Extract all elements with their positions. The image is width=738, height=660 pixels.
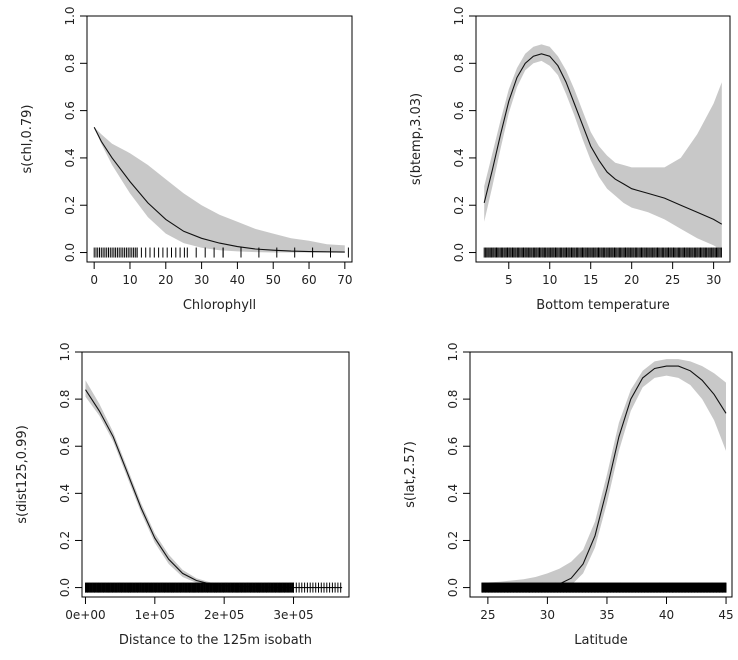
chart-panel-4: 25 30 35 40 45 0.0 0.2 0.4 0.6 0.8 1.0 Latitude s(la…	[403, 342, 734, 648]
x-tick-label: 30	[540, 608, 555, 622]
plot-frame	[86, 15, 353, 263]
y-axis-label: s(lat,2.57)	[403, 441, 418, 508]
y-tick-label: 0.2	[58, 531, 72, 550]
plot-frame	[475, 15, 731, 263]
chart-panel-3: 0e+00 1e+05 2e+05 3e+05 0.0 0.2 0.4 0.6 0.8 1.0 Di…	[15, 342, 350, 648]
x-tick-label: 5	[505, 273, 513, 287]
y-axis-label: s(dist125,0.99)	[15, 425, 30, 524]
smooth-line	[481, 365, 727, 589]
x-tick-label: 30	[194, 273, 209, 287]
confidence-band	[85, 380, 343, 588]
rug	[93, 247, 349, 258]
x-tick-label: 40	[659, 608, 674, 622]
y-tick-label: 0.2	[446, 531, 460, 550]
y-tick-label: 0.0	[446, 578, 460, 597]
y-tick-label: 0.0	[58, 578, 72, 597]
y-tick-label: 0.8	[63, 54, 77, 73]
x-tick-label: 10	[122, 273, 137, 287]
y-tick-label: 1.0	[58, 342, 72, 361]
x-tick-label: 25	[480, 608, 495, 622]
x-tick-label: 70	[337, 273, 352, 287]
x-tick-label: 35	[599, 608, 614, 622]
y-tick-label: 0.4	[446, 484, 460, 503]
x-tick-label: 10	[542, 273, 557, 287]
x-tick-label: 2e+05	[204, 608, 244, 622]
x-tick-label: 45	[718, 608, 733, 622]
x-tick-label: 50	[266, 273, 281, 287]
rug	[85, 582, 342, 593]
y-tick-label: 0.8	[446, 390, 460, 409]
x-tick-label: 0	[90, 273, 98, 287]
smooth-line	[483, 53, 723, 225]
x-tick-label: 20	[158, 273, 173, 287]
y-tick-label: 0.4	[58, 484, 72, 503]
x-tick-label: 20	[624, 273, 639, 287]
y-axis-label: s(btemp,3.03)	[409, 93, 424, 185]
rug	[481, 582, 727, 593]
plot-frame	[81, 351, 350, 598]
y-tick-label: 0.2	[452, 196, 466, 215]
x-tick-label: 40	[230, 273, 245, 287]
x-tick-label: 15	[583, 273, 598, 287]
y-tick-label: 0.4	[452, 148, 466, 167]
confidence-band	[481, 359, 726, 588]
y-tick-label: 0.6	[452, 101, 466, 120]
y-tick-label: 0.8	[58, 390, 72, 409]
x-tick-label: 0e+00	[65, 608, 105, 622]
y-tick-label: 0.2	[63, 196, 77, 215]
y-axis-label: s(chl,0.79)	[20, 105, 35, 174]
chart-panel-1: 0 10 20 30 40 50 60 70 0.0 0.2 0.4 0.6 0.8 1.0 Chlorop…	[20, 6, 353, 313]
x-tick-label: 25	[665, 273, 680, 287]
rug	[483, 247, 722, 258]
y-tick-label: 0.0	[63, 243, 77, 262]
chart-panel-2: 5 10 15 20 25 30 0.0 0.2 0.4 0.6 0.8 1.0 Bottom temp…	[409, 6, 731, 313]
y-tick-label: 0.6	[63, 101, 77, 120]
x-axis-label: Distance to the 125m isobath	[119, 633, 312, 648]
confidence-band	[484, 44, 722, 251]
x-tick-label: 30	[706, 273, 721, 287]
x-axis-label: Chlorophyll	[183, 298, 256, 313]
x-axis-label: Latitude	[574, 633, 628, 648]
x-tick-label: 3e+05	[273, 608, 313, 622]
x-tick-label: 1e+05	[135, 608, 175, 622]
y-tick-label: 0.0	[452, 243, 466, 262]
y-tick-label: 1.0	[446, 342, 460, 361]
smooth-line	[85, 389, 343, 589]
x-tick-label: 60	[301, 273, 316, 287]
x-axis-label: Bottom temperature	[536, 298, 670, 313]
y-tick-label: 1.0	[452, 6, 466, 25]
y-tick-label: 0.6	[58, 437, 72, 456]
plot-frame	[469, 351, 733, 598]
y-tick-label: 0.6	[446, 437, 460, 456]
y-tick-label: 1.0	[63, 6, 77, 25]
y-tick-label: 0.8	[452, 54, 466, 73]
confidence-band	[94, 127, 345, 253]
smooth-line	[93, 126, 345, 253]
y-tick-label: 0.4	[63, 148, 77, 167]
